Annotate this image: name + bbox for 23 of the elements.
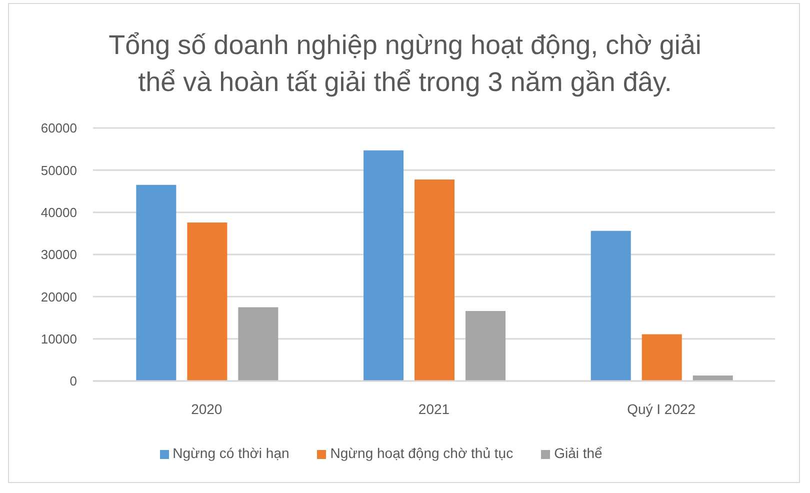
y-tick-label: 0 <box>70 374 77 389</box>
bar <box>642 334 682 381</box>
bar <box>238 307 278 381</box>
bar <box>187 222 228 381</box>
x-tick-label: 2021 <box>418 400 450 417</box>
y-tick-label: 30000 <box>40 247 77 262</box>
y-tick-label: 20000 <box>40 289 77 304</box>
legend-label: Giải thể <box>554 445 602 461</box>
bar <box>414 179 455 381</box>
y-tick-label: 50000 <box>40 162 77 178</box>
bar <box>590 230 631 381</box>
y-tick-label: 10000 <box>40 331 77 346</box>
y-tick-label: 40000 <box>40 204 77 220</box>
bar <box>136 184 176 381</box>
bar <box>364 150 404 381</box>
chart-title: Tổng số doanh nghiệp ngừng hoạt động, chờ giải thể và hoàn tất giải thể trong 3 năm gần đây. <box>108 29 702 99</box>
bar <box>466 311 506 381</box>
x-tick-label: 2020 <box>191 400 222 417</box>
x-tick-label: Quý I 2022 <box>627 400 696 417</box>
y-tick-label: 60000 <box>40 120 77 136</box>
legend-label: Ngừng hoạt động chờ thủ tục <box>330 445 514 461</box>
legend-label: Ngừng có thời hạn <box>172 445 290 461</box>
bar <box>692 376 733 381</box>
